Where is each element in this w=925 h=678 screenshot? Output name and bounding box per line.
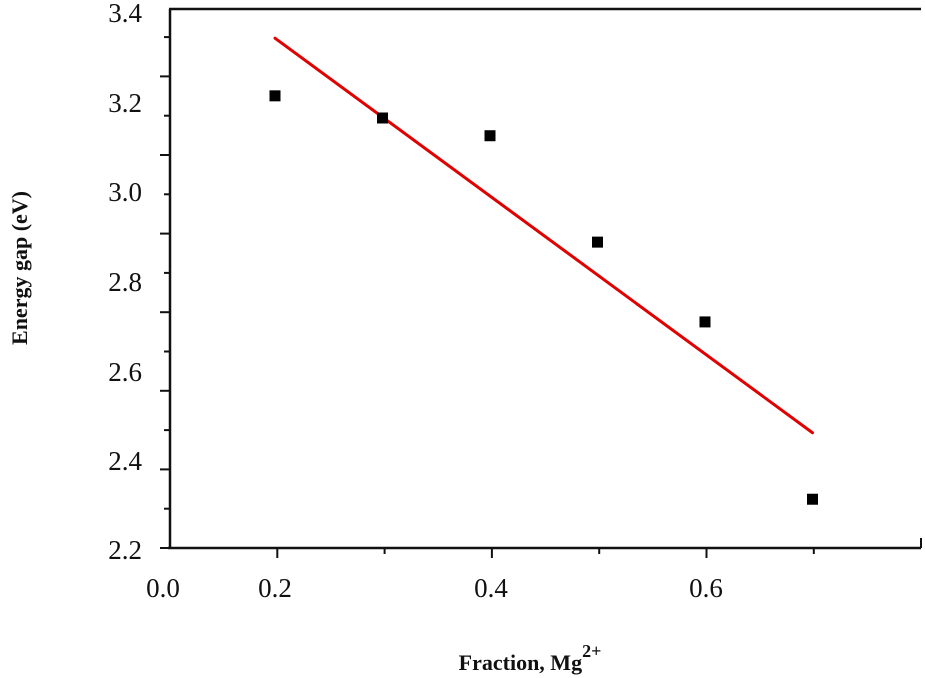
data-markers <box>269 90 818 505</box>
fit-line-segment <box>273 36 814 435</box>
x-axis-title: Fraction, Mg2+ <box>459 641 602 675</box>
y-axis-tick-labels: 2.2 2.4 2.6 2.8 3.0 3.2 3.4 <box>108 0 142 565</box>
data-point-marker <box>484 130 496 142</box>
x-axis-ticks <box>276 548 815 558</box>
x-tick-label: 0.2 <box>258 573 292 603</box>
linear-fit-line <box>273 36 814 435</box>
data-point-marker <box>377 112 388 124</box>
y-axis-ticks <box>160 36 170 549</box>
data-point-marker <box>269 90 281 102</box>
y-tick-label: 2.8 <box>108 267 142 297</box>
x-axis-tick-labels: 0.0 0.2 0.4 0.6 <box>146 573 723 603</box>
data-point-marker <box>699 316 711 328</box>
y-tick-label: 3.0 <box>108 177 142 207</box>
x-axis-title-superscript: 2+ <box>582 641 601 661</box>
y-tick-label: 2.2 <box>108 535 142 565</box>
y-tick-label: 3.4 <box>108 0 142 28</box>
x-axis-title-main: Fraction, Mg <box>459 650 582 675</box>
x-tick-label: 0.0 <box>146 573 180 603</box>
data-point-marker <box>807 493 818 505</box>
y-tick-label: 2.6 <box>108 357 142 387</box>
plot-frame <box>168 7 922 550</box>
y-tick-label: 3.2 <box>108 88 142 118</box>
x-tick-label: 0.6 <box>689 573 723 603</box>
data-point-marker <box>592 236 603 248</box>
x-tick-label: 0.4 <box>474 573 508 603</box>
y-axis-title: Energy gap (eV) <box>7 191 32 345</box>
y-tick-label: 2.4 <box>108 446 142 476</box>
